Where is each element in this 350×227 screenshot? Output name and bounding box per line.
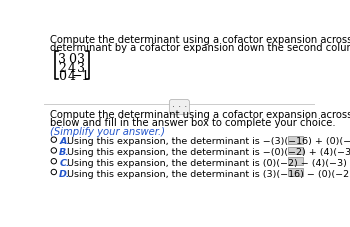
Text: B.: B.: [59, 148, 70, 157]
Text: Compute the determinant using a cofactor expansion across the first row. Also co: Compute the determinant using a cofactor…: [50, 35, 350, 45]
Text: 2: 2: [58, 62, 66, 75]
Text: 0: 0: [58, 70, 66, 83]
Text: determinant by a cofactor expansion down the second column.: determinant by a cofactor expansion down…: [50, 43, 350, 53]
Text: D.: D.: [59, 170, 71, 179]
Text: (Simplify your answer.): (Simplify your answer.): [50, 127, 165, 137]
FancyBboxPatch shape: [288, 168, 303, 176]
Text: Compute the determinant using a cofactor expansion across the first row. Select : Compute the determinant using a cofactor…: [50, 110, 350, 120]
Text: · · ·: · · ·: [172, 102, 187, 112]
Text: 0: 0: [68, 53, 76, 67]
Text: C.: C.: [59, 159, 70, 168]
Text: 3: 3: [58, 53, 66, 67]
Text: 4: 4: [68, 62, 76, 75]
FancyBboxPatch shape: [288, 147, 303, 154]
FancyBboxPatch shape: [288, 136, 303, 143]
Text: 4: 4: [68, 70, 76, 83]
Text: −1: −1: [72, 70, 90, 83]
Text: Using this expansion, the determinant is −(0)(−2) + (4)(−3) − (4)(3) =: Using this expansion, the determinant is…: [67, 148, 350, 157]
Text: Using this expansion, the determinant is (3)(−16) − (0)(−2) + (3)(8) =: Using this expansion, the determinant is…: [67, 170, 350, 179]
Circle shape: [51, 169, 57, 175]
FancyBboxPatch shape: [288, 157, 303, 165]
Text: A.: A.: [59, 137, 70, 146]
Text: below and fill in the answer box to complete your choice.: below and fill in the answer box to comp…: [50, 118, 336, 128]
Circle shape: [51, 148, 57, 153]
Text: 3: 3: [77, 53, 85, 67]
Text: Using this expansion, the determinant is −(3)(−16) + (0)(−2) − (3)(8) =: Using this expansion, the determinant is…: [67, 137, 350, 146]
Text: Using this expansion, the determinant is (0)(−2) − (4)(−3) + (4)(3) =: Using this expansion, the determinant is…: [67, 159, 350, 168]
Circle shape: [51, 158, 57, 164]
Circle shape: [51, 137, 57, 142]
Text: 3: 3: [77, 62, 85, 75]
